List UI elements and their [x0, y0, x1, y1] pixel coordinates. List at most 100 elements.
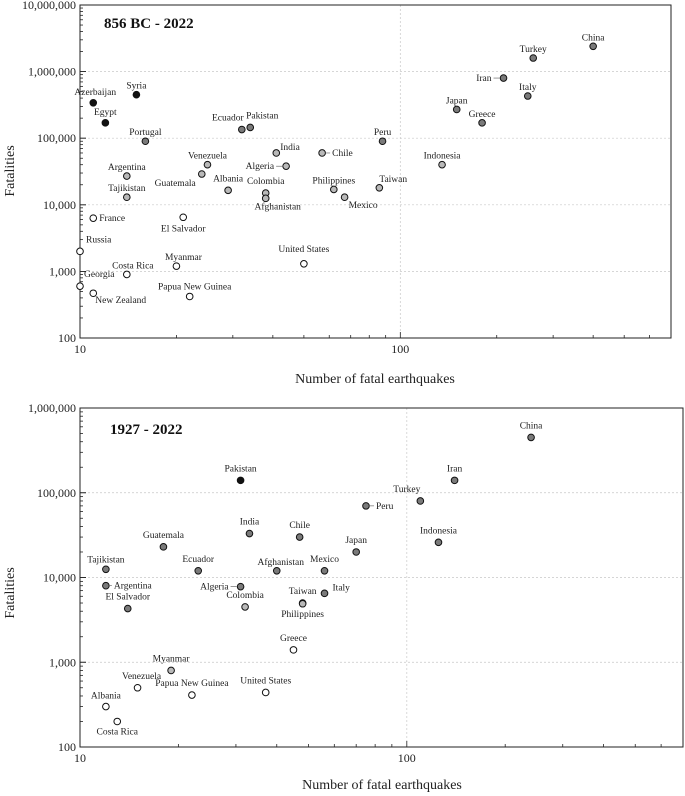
point-united-states	[261, 688, 270, 697]
point-label-france: France	[99, 214, 125, 224]
point-albania	[102, 702, 110, 711]
point-label-afghanistan: Afghanistan	[254, 201, 301, 212]
point-myanmar	[172, 262, 181, 270]
y-tick-label: 10,000	[43, 198, 76, 212]
point-russia	[76, 247, 84, 256]
point-algeria	[236, 582, 245, 591]
point-costa-rica	[123, 270, 131, 279]
point-indonesia	[438, 160, 446, 169]
point-papua-new-guinea	[185, 292, 194, 301]
point-syria	[132, 90, 141, 99]
point-label-portugal: Portugal	[129, 128, 162, 138]
point-peru	[378, 137, 387, 146]
point-new-zealand	[89, 289, 98, 298]
point-label-new-zealand: New Zealand	[95, 296, 146, 306]
point-label-indonesia: Indonesia	[424, 152, 462, 162]
y-tick-label: 1,000	[49, 264, 76, 278]
point-label-indonesia: Indonesia	[420, 526, 458, 536]
point-label-azerbaijan: Azerbaijan	[74, 88, 116, 98]
point-turkey	[529, 54, 538, 62]
point-philippines	[298, 599, 307, 608]
point-label-mexico: Mexico	[349, 201, 378, 211]
x-axis-label: Number of fatal earthquakes	[295, 372, 455, 387]
point-label-colombia: Colombia	[226, 591, 264, 601]
y-tick-label: 100,000	[37, 486, 76, 500]
point-label-japan: Japan	[446, 96, 468, 106]
point-label-venezuela: Venezuela	[188, 152, 228, 162]
point-label-guatemala: Guatemala	[143, 531, 185, 541]
point-label-chile: Chile	[332, 149, 353, 159]
y-tick-label: 10,000	[43, 571, 76, 585]
point-label-philippines: Philippines	[312, 176, 355, 186]
point-tajikistan	[123, 193, 131, 202]
point-label-guatemala: Guatemala	[155, 179, 197, 189]
point-label-algeria: Algeria	[246, 162, 275, 172]
point-label-india: India	[240, 518, 260, 528]
point-label-united-states: United States	[240, 676, 291, 686]
point-label-russia: Russia	[86, 235, 112, 245]
chart-title: 856 BC - 2022	[104, 16, 194, 32]
point-label-greece: Greece	[469, 110, 496, 120]
point-label-italy: Italy	[519, 83, 537, 93]
point-label-mexico: Mexico	[310, 555, 339, 565]
point-label-pakistan: Pakistan	[224, 464, 256, 474]
point-label-papua-new-guinea: Papua New Guinea	[158, 282, 232, 292]
point-taiwan	[375, 183, 384, 192]
point-argentina	[102, 581, 110, 590]
point-iran	[450, 476, 459, 485]
point-united-states	[300, 260, 308, 268]
point-portugal	[141, 137, 150, 146]
point-mexico	[340, 193, 349, 202]
y-tick-label: 10,000,000	[22, 0, 76, 12]
point-el-salvador	[179, 213, 188, 222]
point-label-argentina: Argentina	[114, 582, 153, 592]
point-label-papua-new-guinea: Papua New Guinea	[155, 679, 229, 689]
point-philippines	[330, 185, 338, 194]
point-azerbaijan	[89, 99, 98, 107]
point-greece	[289, 646, 298, 654]
point-papua-new-guinea	[188, 691, 196, 699]
point-chile	[295, 533, 304, 541]
y-axis-label: Fatalities	[3, 145, 18, 196]
point-label-turkey: Turkey	[520, 45, 547, 55]
point-label-egypt: Egypt	[94, 108, 117, 118]
point-venezuela	[203, 160, 212, 169]
x-axis-label: Number of fatal earthquakes	[302, 778, 462, 793]
point-myanmar	[167, 666, 175, 675]
point-label-peru: Peru	[376, 502, 394, 512]
point-label-myanmar: Myanmar	[153, 654, 191, 664]
point-label-ecuador: Ecuador	[212, 114, 244, 124]
point-albania	[224, 186, 232, 195]
point-turkey	[416, 497, 425, 505]
point-label-el-salvador: El Salvador	[105, 593, 150, 603]
point-label-iran: Iran	[447, 464, 463, 474]
point-label-china: China	[582, 33, 605, 43]
point-afghanistan	[261, 194, 270, 203]
y-tick-label: 1,000,000	[28, 401, 76, 415]
point-label-italy: Italy	[333, 583, 351, 593]
point-label-peru: Peru	[374, 128, 392, 138]
point-costa-rica	[113, 717, 122, 726]
point-india	[245, 529, 254, 538]
y-tick-label: 1,000,000	[28, 65, 76, 79]
y-axis-label: Fatalities	[3, 567, 18, 618]
chart-title: 1927 - 2022	[110, 422, 183, 438]
point-pakistan	[246, 123, 255, 132]
point-label-india: India	[280, 143, 300, 153]
point-label-taiwan: Taiwan	[379, 175, 407, 185]
point-label-myanmar: Myanmar	[165, 253, 203, 263]
point-mexico	[320, 566, 329, 575]
point-label-tajikistan: Tajikistan	[108, 184, 146, 194]
point-label-turkey: Turkey	[393, 485, 420, 495]
point-label-pakistan: Pakistan	[246, 111, 278, 121]
point-label-costa-rica: Costa Rica	[112, 261, 154, 271]
point-guatemala	[197, 170, 206, 178]
point-label-argentina: Argentina	[108, 163, 147, 173]
point-chile	[318, 149, 326, 157]
x-tick-label: 100	[398, 751, 416, 765]
point-france	[89, 214, 98, 222]
point-label-japan: Japan	[345, 536, 367, 546]
point-egypt	[101, 119, 110, 127]
point-india	[272, 149, 281, 157]
